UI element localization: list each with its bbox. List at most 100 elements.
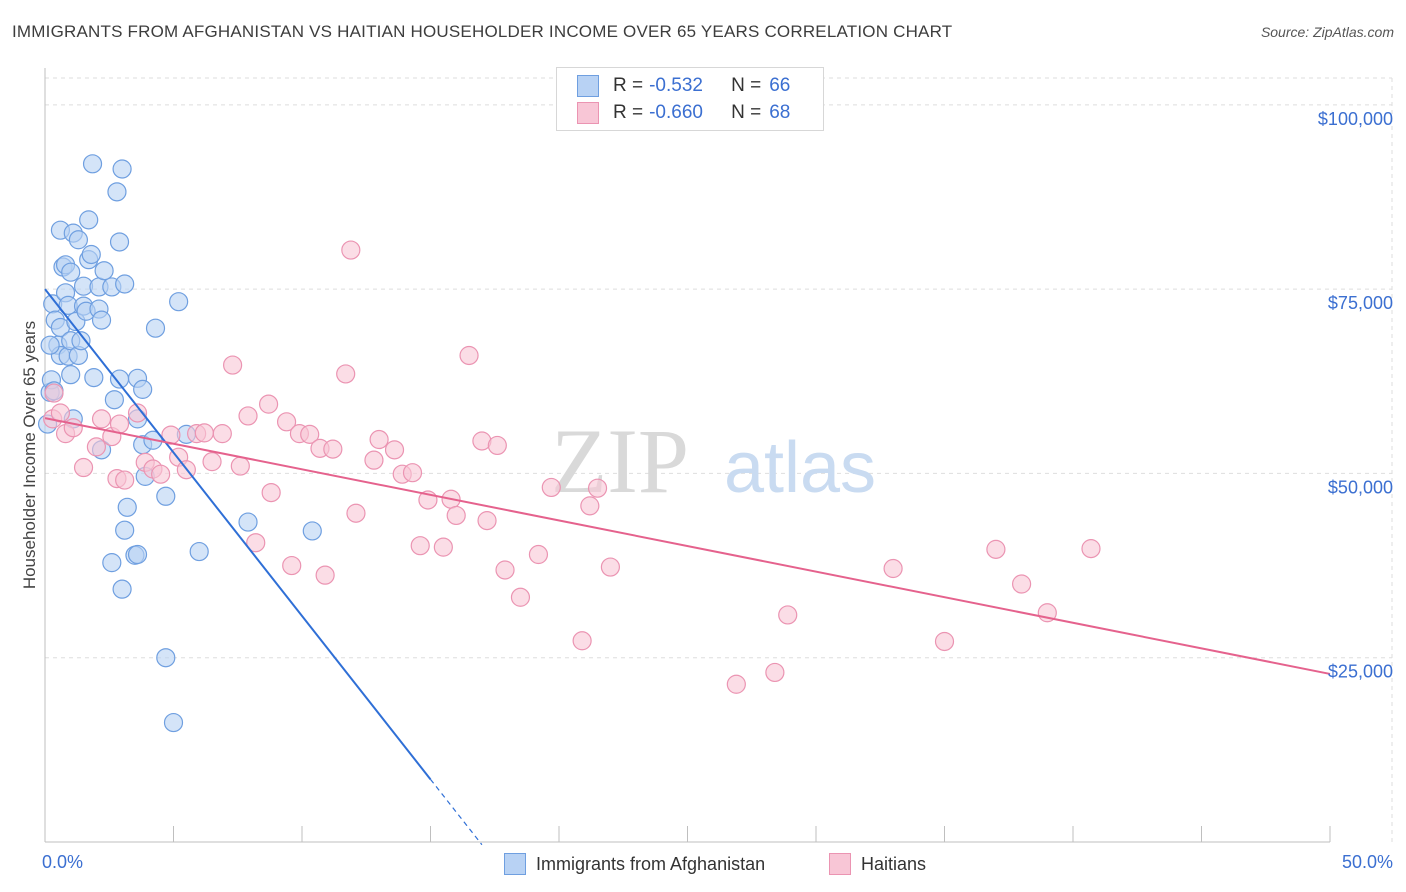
data-point [323,439,343,459]
data-point [109,414,130,434]
y-tick-label: $100,000 [1318,109,1393,129]
data-point [369,429,389,450]
data-point [145,318,166,338]
data-point [109,232,130,252]
data-point [212,424,232,444]
r-label: R = [613,75,644,96]
trend-line-1 [44,417,1331,675]
data-point [68,230,89,250]
data-point [726,674,746,694]
data-point [384,440,405,460]
data-point [73,457,94,478]
data-point [315,565,335,585]
data-point [1081,539,1101,559]
data-point [934,631,955,652]
data-point [112,579,132,599]
data-point [765,662,785,683]
watermark-atlas: atlas [724,428,876,508]
series-afghanistan-points [37,154,322,733]
data-point [115,470,135,490]
data-point [44,383,64,403]
data-point [84,368,104,388]
data-point [40,335,60,355]
data-point [238,512,258,532]
y-axis-label: Householder Income Over 65 years [20,320,39,590]
data-point [541,477,561,498]
data-point [410,536,430,556]
data-point [104,390,124,410]
data-point [91,310,112,330]
data-point [107,182,127,202]
data-point [572,631,592,651]
watermark: ZIP atlas [551,410,876,512]
data-point [189,541,209,562]
afghanistan-swatch [577,75,599,97]
data-point [986,539,1006,559]
watermark-zip: ZIP [551,410,689,512]
data-point [495,560,515,580]
n-label: N = [731,102,762,123]
data-point [433,537,453,557]
data-point [246,533,266,553]
data-point [156,486,176,506]
y-tick-label: $75,000 [1328,293,1393,313]
data-point [71,331,91,351]
n-label: N = [731,75,762,96]
data-point [133,379,153,399]
n-value: 68 [769,102,791,123]
data-point [402,463,423,483]
data-point [282,555,302,576]
data-point [156,648,176,668]
y-tick-label: $50,000 [1328,477,1393,497]
haitians-legend-swatch [829,853,851,875]
data-point [364,450,384,470]
data-point [194,423,214,443]
legend-item-afghanistan[interactable]: Immigrants from Afghanistan [504,852,765,876]
data-point [81,244,101,265]
data-point [115,520,135,540]
data-point [63,418,83,438]
haitians-swatch [577,102,599,124]
data-point [117,497,137,517]
x-tick-label: 0.0% [42,852,83,872]
stats-row-afghanistan: R = -0.532 N = 66 [577,73,790,99]
data-point [115,274,135,294]
stats-legend: R = -0.532 N = 66 R = -0.660 N = 68 [556,67,824,131]
data-point [91,409,112,429]
data-point [261,482,281,503]
legend-item-haitians[interactable]: Haitians [829,852,926,876]
data-point [127,403,148,423]
data-point [341,240,361,260]
chart-title: IMMIGRANTS FROM AFGHANISTAN VS HAITIAN H… [12,22,953,41]
data-point [163,712,184,733]
tick-labels: $25,000 $50,000 $75,000 $100,000 0.0% 50.0% [42,109,1393,872]
data-point [94,261,114,281]
stats-row-haitians: R = -0.660 N = 68 [577,100,790,126]
r-value: -0.660 [649,102,703,123]
data-point [300,424,320,444]
data-point [1011,574,1032,594]
data-point [778,605,798,625]
data-point [302,521,322,541]
axes [44,68,1331,843]
afghanistan-legend-swatch [504,853,526,875]
data-point [336,364,356,384]
source-credit: Source: ZipAtlas.com [1260,24,1394,40]
r-label: R = [613,102,644,123]
data-point [346,503,366,523]
data-point [86,437,107,457]
data-point [883,558,903,579]
data-point [223,355,243,375]
haitians-legend-label: Haitians [861,853,927,874]
data-point [112,159,132,179]
trend-line-extension-0 [430,778,483,846]
n-value: 66 [769,75,791,96]
trend-line-0 [44,288,432,780]
data-point [477,511,497,531]
data-point [580,496,600,516]
data-point [600,557,621,577]
r-value: -0.532 [649,75,703,96]
data-point [79,210,99,230]
data-point [127,544,148,565]
